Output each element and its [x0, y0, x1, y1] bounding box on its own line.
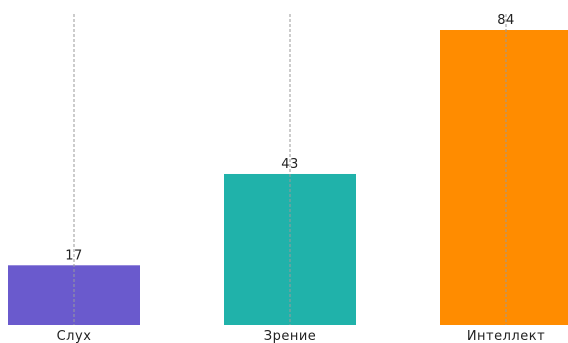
x-tick-label: Зрение [264, 329, 317, 343]
x-tick-label: Интеллект [467, 329, 545, 343]
x-tick-label: Слух [57, 329, 92, 343]
data-label: 43 [281, 157, 299, 172]
data-label: 17 [65, 248, 83, 263]
data-label: 84 [497, 13, 515, 28]
bar-3 [440, 30, 568, 325]
x-tick-layer: Слух Зрение Интеллект [57, 329, 546, 343]
bar-layer [8, 30, 568, 325]
